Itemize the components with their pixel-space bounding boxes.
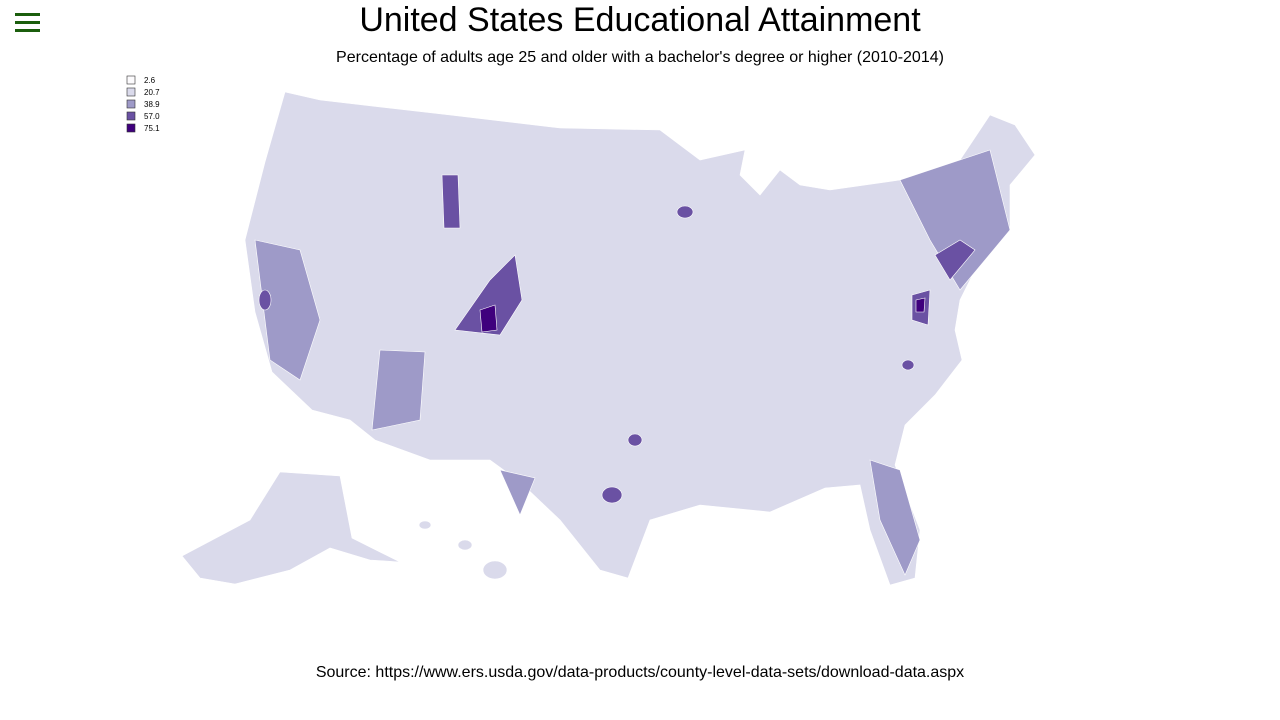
region (454, 254, 523, 336)
legend-swatch (126, 99, 136, 109)
legend-swatch (126, 111, 136, 121)
alaska (181, 471, 401, 585)
legend-swatch (126, 75, 136, 85)
source: Source: https://www.ers.usda.gov/data-pr… (316, 664, 964, 681)
hawaii (418, 520, 432, 530)
menu-bar (15, 29, 40, 32)
region (601, 486, 623, 504)
region (676, 205, 694, 219)
legend-label: 2.6 (144, 76, 156, 85)
region (479, 304, 498, 333)
menu-button[interactable] (14, 12, 40, 34)
legend-swatch (126, 123, 136, 133)
subtitle: Percentage of adults age 25 and older wi… (336, 49, 944, 66)
region (499, 469, 536, 516)
menu-bar (15, 13, 40, 16)
legend-label: 57.0 (144, 112, 160, 121)
region (254, 239, 321, 381)
region (627, 433, 643, 447)
region (371, 349, 426, 431)
region (915, 297, 926, 313)
region (869, 459, 921, 576)
region (901, 359, 915, 371)
legend-label: 20.7 (144, 88, 160, 97)
hawaii (457, 539, 473, 551)
menu-bar (15, 21, 40, 24)
map (181, 91, 1036, 586)
title: United States Educational Attainment (359, 1, 921, 39)
legend: 2.6 20.7 38.9 57.0 75.1 (126, 75, 160, 133)
contiguous-us (244, 91, 1036, 586)
legend-swatch (126, 87, 136, 97)
region (441, 174, 461, 229)
legend-label: 38.9 (144, 100, 160, 109)
legend-label: 75.1 (144, 124, 160, 133)
region (899, 149, 1011, 291)
region (258, 289, 272, 311)
hawaii (482, 560, 508, 580)
region (934, 239, 976, 281)
